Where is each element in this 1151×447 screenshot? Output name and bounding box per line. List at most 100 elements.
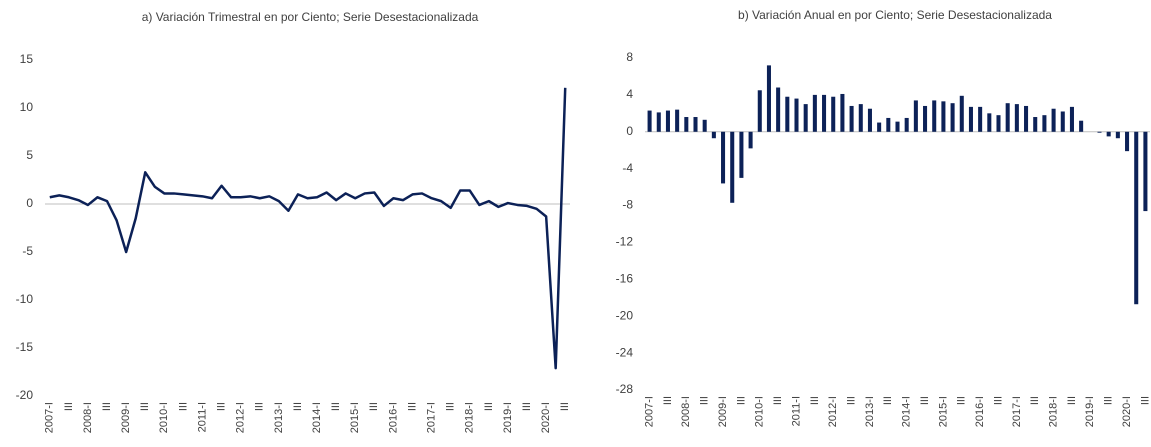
x-tick-label: 2015-I (937, 396, 949, 427)
bar (1005, 103, 1010, 132)
y-tick-label: -8 (622, 198, 633, 212)
x-tick-label: 2014-I (901, 396, 913, 427)
x-tick-label: 2017-I (1011, 396, 1023, 427)
bar (730, 131, 735, 203)
x-tick-label: 2018-I (464, 402, 476, 433)
bar (665, 110, 670, 132)
x-tick-label: 2012-I (827, 396, 839, 427)
y-tick-label: 0 (26, 196, 33, 210)
bar (923, 105, 928, 132)
x-tick-label: III (139, 402, 151, 411)
x-tick-label: III (292, 402, 304, 411)
bar (941, 101, 946, 132)
bar (656, 112, 661, 132)
x-tick-label: III (101, 402, 113, 411)
x-tick-label: III (483, 402, 495, 411)
bar (794, 98, 799, 132)
x-tick-label: III (1103, 396, 1115, 405)
y-tick-label: 0 (626, 124, 633, 138)
bar (1042, 115, 1047, 132)
bar (757, 90, 762, 132)
bar (1024, 105, 1029, 132)
x-tick-label: 2016-I (387, 402, 399, 433)
bar (877, 122, 882, 132)
bar (996, 115, 1001, 132)
x-tick-label: 2013-I (864, 396, 876, 427)
x-tick-label: III (735, 396, 747, 405)
bar (1069, 106, 1074, 132)
x-tick-label: 2018-I (1047, 396, 1059, 427)
x-tick-label: III (330, 402, 342, 411)
x-tick-label: 2017-I (425, 402, 437, 433)
x-tick-label: 2020-I (540, 402, 552, 433)
bar (1125, 131, 1130, 152)
x-tick-label: III (919, 396, 931, 405)
y-tick-label: 10 (20, 100, 34, 114)
bar (932, 100, 937, 132)
x-tick-label: 2015-I (349, 402, 361, 433)
x-tick-label: III (1139, 396, 1151, 405)
x-tick-label: 2020-I (1121, 396, 1133, 427)
y-tick-label: -4 (622, 161, 633, 175)
bar (1106, 131, 1111, 137)
y-tick-label: -20 (16, 388, 34, 402)
x-tick-label: 2008-I (82, 402, 94, 433)
x-tick-label: III (845, 396, 857, 405)
x-tick-label: 2019-I (1084, 396, 1096, 427)
bar (987, 113, 992, 132)
bar (1143, 131, 1148, 212)
bar (766, 65, 771, 132)
bar (822, 94, 827, 132)
bar (776, 87, 781, 132)
bar (886, 117, 891, 132)
x-tick-label: III (406, 402, 418, 411)
bar (895, 121, 900, 132)
bar (1051, 108, 1056, 132)
x-tick-label: 2007-I (643, 396, 655, 427)
y-tick-label: -15 (16, 340, 34, 354)
y-tick-label: -24 (616, 345, 634, 359)
y-tick-label: 5 (26, 148, 33, 162)
bar (904, 117, 909, 132)
x-tick-label: III (63, 402, 75, 411)
bar (1097, 131, 1102, 133)
bar (812, 94, 817, 132)
x-tick-label: 2014-I (311, 402, 323, 433)
x-tick-label: 2010-I (158, 402, 170, 433)
bar (978, 106, 983, 132)
y-tick-label: -12 (616, 235, 634, 249)
x-tick-label: III (1029, 396, 1041, 405)
x-tick-label: 2009-I (120, 402, 132, 433)
bar (831, 96, 836, 132)
x-tick-label: 2013-I (273, 402, 285, 433)
x-tick-label: 2009-I (717, 396, 729, 427)
y-tick-label: 4 (626, 87, 633, 101)
x-tick-label: III (992, 396, 1004, 405)
x-tick-label: III (521, 402, 533, 411)
bar (647, 110, 652, 132)
line (49, 87, 567, 370)
y-tick-label: 15 (20, 52, 34, 66)
y-tick-label: -16 (616, 272, 634, 286)
x-tick-label: 2016-I (974, 396, 986, 427)
bar (1033, 117, 1038, 132)
y-tick-label: -28 (616, 382, 634, 396)
x-tick-label: III (559, 402, 571, 411)
bar (803, 104, 808, 132)
bar (693, 117, 698, 132)
y-tick-label: 8 (626, 50, 633, 64)
x-tick-label: III (772, 396, 784, 405)
x-tick-label: III (177, 402, 189, 411)
bar (950, 103, 955, 132)
chart-title: b) Variación Anual en por Ciento; Serie … (738, 8, 1052, 22)
x-tick-label: III (1066, 396, 1078, 405)
bar (858, 104, 863, 132)
x-tick-label: 2012-I (235, 402, 247, 433)
bar (840, 93, 845, 132)
x-tick-label: 2011-I (196, 402, 208, 432)
x-tick-label: III (368, 402, 380, 411)
bar (739, 131, 744, 178)
bar (675, 109, 680, 132)
bar (1014, 104, 1019, 132)
